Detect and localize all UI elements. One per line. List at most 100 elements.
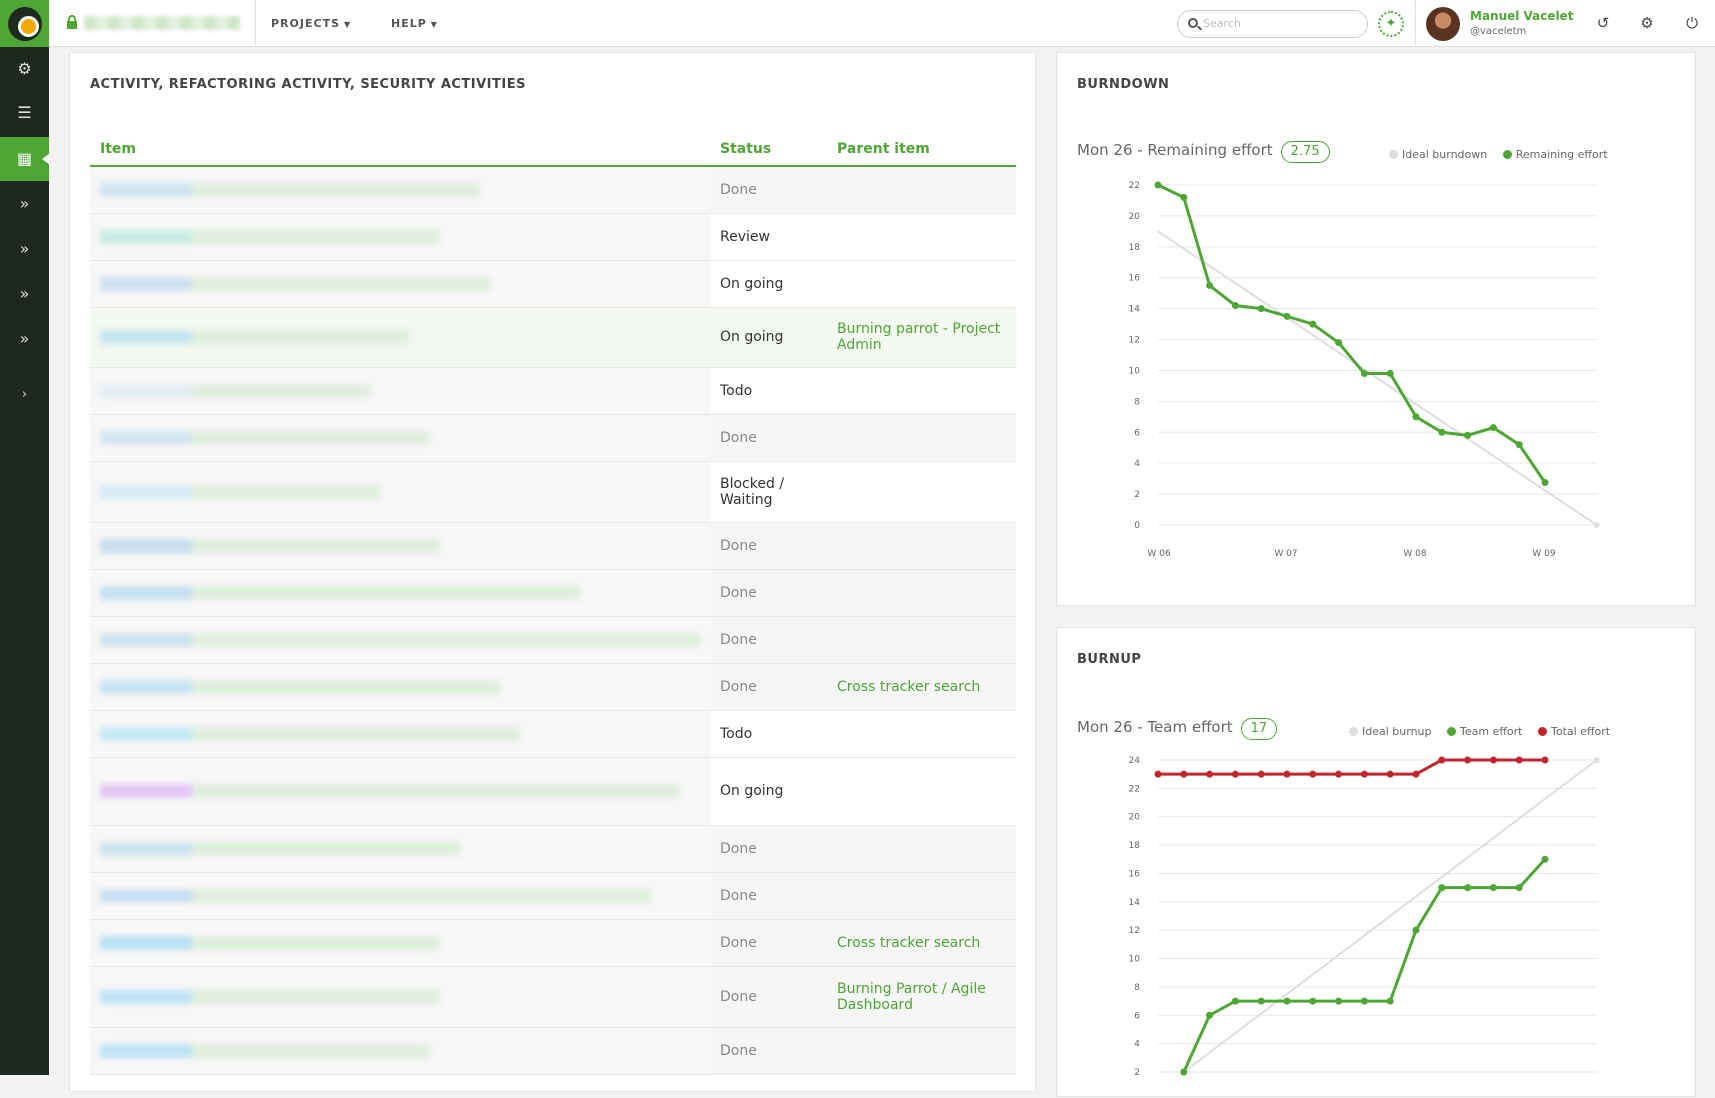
table-row[interactable]: On going [90, 260, 1016, 308]
table-row[interactable]: Done [90, 414, 1016, 462]
status-cell: Done [710, 872, 827, 920]
parent-cell [827, 872, 1016, 920]
parent-cell[interactable]: Burning Parrot / Agile Dashboard [827, 966, 1016, 1028]
status-cell: Done [710, 569, 827, 617]
parent-cell[interactable]: Burning parrot - Project Admin [827, 307, 1016, 368]
status-cell: Done [710, 616, 827, 664]
table-row[interactable]: Done [90, 569, 1016, 617]
item-cell[interactable] [90, 522, 710, 570]
table-row[interactable]: Todo [90, 710, 1016, 758]
table-row[interactable]: Done Cross tracker search [90, 919, 1016, 967]
sidebar-item-tracker[interactable]: ▦ [0, 137, 50, 181]
sidebar-item-tool-2[interactable]: » [0, 227, 49, 271]
data-point [1386, 370, 1394, 378]
item-cell[interactable] [90, 872, 710, 920]
sidebar-item-tool-4[interactable]: » [0, 317, 49, 361]
table-row[interactable]: Done Cross tracker search [90, 663, 1016, 711]
table-icon: ▦ [16, 149, 33, 168]
series-line [1157, 183, 1547, 484]
item-cell[interactable] [90, 461, 710, 523]
data-point [1154, 770, 1162, 778]
logo-icon [7, 6, 42, 41]
search-input[interactable]: Search [1177, 10, 1368, 38]
logout-icon[interactable]: ⏻ [1686, 14, 1698, 32]
item-cell[interactable] [90, 966, 710, 1028]
sidebar-item-admin[interactable]: ⚙ [0, 47, 49, 91]
swarming-icon[interactable]: ✦ [1378, 11, 1404, 37]
parent-cell[interactable]: Cross tracker search [827, 663, 1016, 711]
sidebar-item-tool-3[interactable]: » [0, 272, 49, 316]
item-cell[interactable] [90, 616, 710, 664]
table-row[interactable]: Todo [90, 367, 1016, 415]
gears-icon: ⚙ [17, 59, 32, 78]
table-row[interactable]: Done [90, 166, 1016, 214]
table-row[interactable]: Done Burning Parrot / Agile Dashboard [90, 966, 1016, 1028]
sidebar-item-tool-1[interactable]: » [0, 182, 49, 226]
blurred-item-title [100, 888, 650, 903]
item-cell[interactable] [90, 213, 710, 261]
status-cell: Done [710, 825, 827, 873]
table-row[interactable]: On going Burning parrot - Project Admin [90, 307, 1016, 368]
data-point [1412, 413, 1420, 421]
legend-dot [1537, 727, 1547, 736]
y-tick-label: 6 [1134, 1011, 1140, 1021]
data-point [1257, 770, 1265, 778]
table-row[interactable]: Done [90, 522, 1016, 570]
data-point [1515, 756, 1523, 764]
data-point [1206, 1011, 1214, 1019]
project-name[interactable] [84, 16, 240, 30]
history-icon[interactable]: ↺ [1596, 14, 1610, 32]
data-point [1438, 884, 1446, 892]
projects-menu[interactable]: PROJECTS ▼ [271, 17, 352, 30]
table-row[interactable]: Done [90, 825, 1016, 873]
gear-icon[interactable]: ⚙ [1640, 14, 1654, 32]
avatar[interactable] [1426, 7, 1460, 41]
blurred-item-title [100, 841, 460, 856]
item-cell[interactable] [90, 757, 710, 826]
item-cell[interactable] [90, 260, 710, 308]
data-point [1283, 312, 1291, 320]
blurred-item-title [100, 784, 680, 798]
item-cell[interactable] [90, 367, 710, 415]
table-row[interactable]: Done [90, 1027, 1016, 1075]
data-point [1154, 181, 1162, 189]
item-cell[interactable] [90, 919, 710, 967]
x-tick-label: W 06 [1147, 549, 1170, 559]
column-parent[interactable]: Parent item [827, 141, 1016, 167]
blurred-item-title [100, 330, 410, 344]
data-point [1541, 855, 1549, 863]
blurred-item-title [100, 989, 440, 1004]
data-point [1541, 756, 1549, 764]
table-row[interactable]: Done [90, 872, 1016, 920]
divider [255, 0, 256, 46]
sidebar-expand[interactable]: › [0, 373, 49, 417]
table-row[interactable]: Blocked / Waiting [90, 461, 1016, 523]
parent-cell[interactable]: Cross tracker search [827, 919, 1016, 967]
data-point [1386, 997, 1394, 1005]
parent-cell [827, 710, 1016, 758]
item-cell[interactable] [90, 166, 710, 214]
item-cell[interactable] [90, 825, 710, 873]
sidebar-item-list[interactable]: ☰ [0, 91, 49, 135]
x-tick-label: W 07 [1274, 549, 1297, 559]
help-menu[interactable]: HELP ▼ [391, 17, 438, 30]
tuleap-logo[interactable] [0, 0, 49, 47]
item-cell[interactable] [90, 414, 710, 462]
caret-down-icon: ▼ [430, 20, 438, 29]
item-cell[interactable] [90, 663, 710, 711]
status-cell: Todo [710, 710, 827, 758]
item-cell[interactable] [90, 1027, 710, 1075]
sidebar: ⚙ ☰ ▦ » » » » › [0, 47, 50, 1075]
item-cell[interactable] [90, 710, 710, 758]
series-line [1183, 759, 1598, 1073]
blurred-item-title [100, 1043, 430, 1058]
item-cell[interactable] [90, 569, 710, 617]
item-cell[interactable] [90, 307, 710, 368]
table-row[interactable]: On going [90, 757, 1016, 826]
column-status[interactable]: Status [710, 141, 827, 167]
table-row[interactable]: Done [90, 616, 1016, 664]
column-item[interactable]: Item [90, 141, 710, 167]
user-name[interactable]: Manuel Vacelet [1470, 9, 1574, 23]
table-row[interactable]: Review [90, 213, 1016, 261]
legend-dot [1389, 150, 1398, 159]
